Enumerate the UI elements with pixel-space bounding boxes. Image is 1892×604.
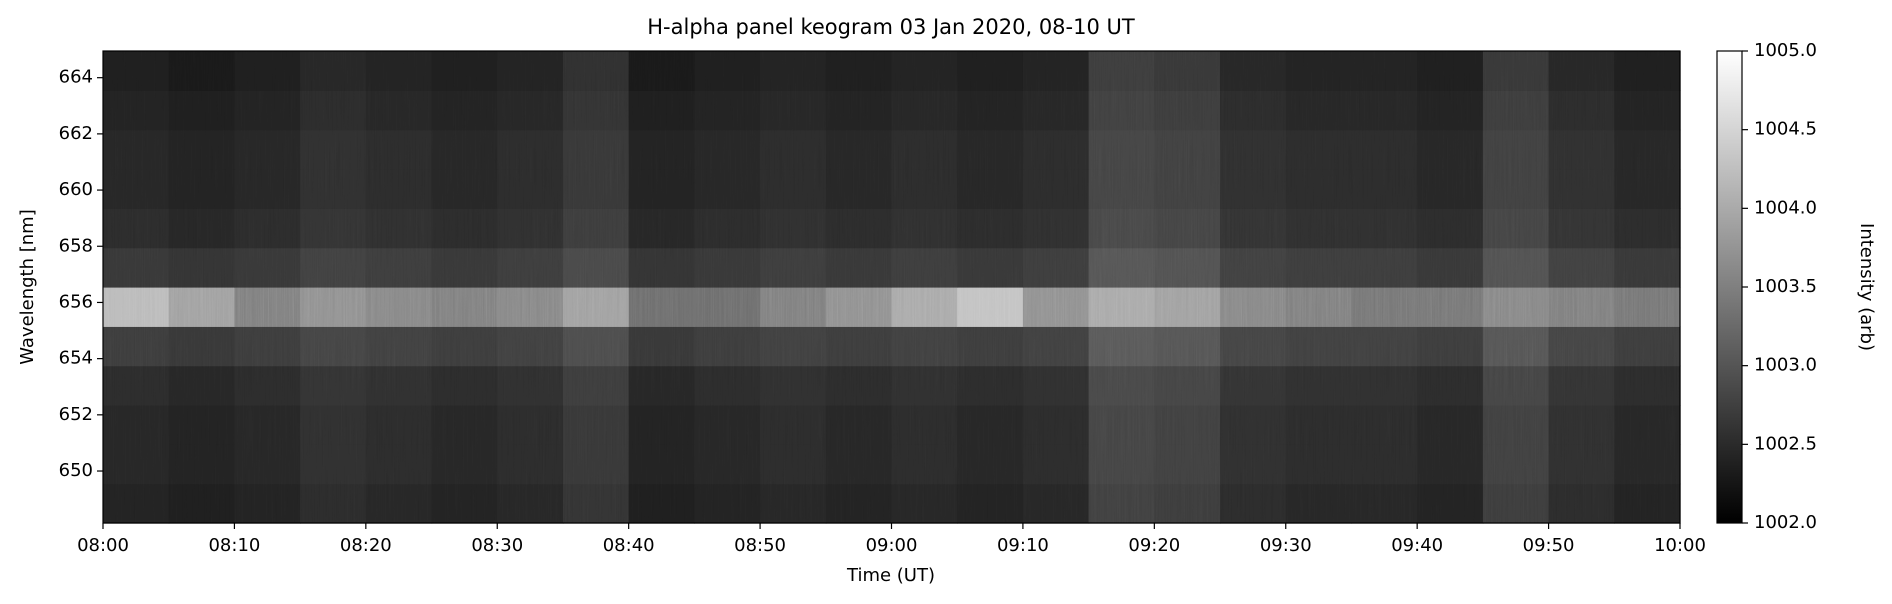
x-tick-label: 08:40 (603, 535, 655, 556)
colorbar (1716, 50, 1743, 524)
x-tick-label: 08:10 (208, 535, 260, 556)
y-tick-label: 656 (59, 291, 93, 312)
colorbar-tick-label: 1005.0 (1754, 40, 1817, 61)
colorbar-tick-label: 1003.5 (1754, 276, 1817, 297)
x-tick-label: 08:50 (734, 535, 786, 556)
colorbar-tick-label: 1003.0 (1754, 355, 1817, 376)
x-tick-label: 09:30 (1260, 535, 1312, 556)
y-tick-label: 652 (59, 404, 93, 425)
x-tick-label: 09:00 (866, 535, 918, 556)
colorbar-tick-label: 1002.5 (1754, 433, 1817, 454)
chart-title: H-alpha panel keogram 03 Jan 2020, 08-10… (647, 15, 1135, 39)
x-tick-label: 08:20 (340, 535, 392, 556)
x-tick-label: 09:10 (997, 535, 1049, 556)
y-tick-label: 654 (59, 348, 93, 369)
x-tick-label: 09:50 (1523, 535, 1575, 556)
texture (103, 51, 1680, 523)
colorbar-tick-label: 1004.0 (1754, 197, 1817, 218)
colorbar-label: Intensity (arb) (1856, 223, 1877, 351)
colorbar-tick-label: 1002.0 (1754, 512, 1817, 533)
y-tick-label: 662 (59, 123, 93, 144)
x-tick-label: 08:00 (77, 535, 129, 556)
x-axis-label: Time (UT) (846, 565, 935, 586)
x-tick-label: 09:20 (1128, 535, 1180, 556)
y-tick-label: 658 (59, 235, 93, 256)
y-tick-label: 664 (59, 67, 93, 88)
x-tick-label: 09:40 (1391, 535, 1443, 556)
x-tick-label: 08:30 (471, 535, 523, 556)
y-tick-label: 650 (59, 460, 93, 481)
y-axis-label: Wavelength [nm] (17, 209, 38, 365)
y-tick-label: 660 (59, 179, 93, 200)
x-tick-label: 10:00 (1654, 535, 1706, 556)
colorbar-tick-label: 1004.5 (1754, 119, 1817, 140)
